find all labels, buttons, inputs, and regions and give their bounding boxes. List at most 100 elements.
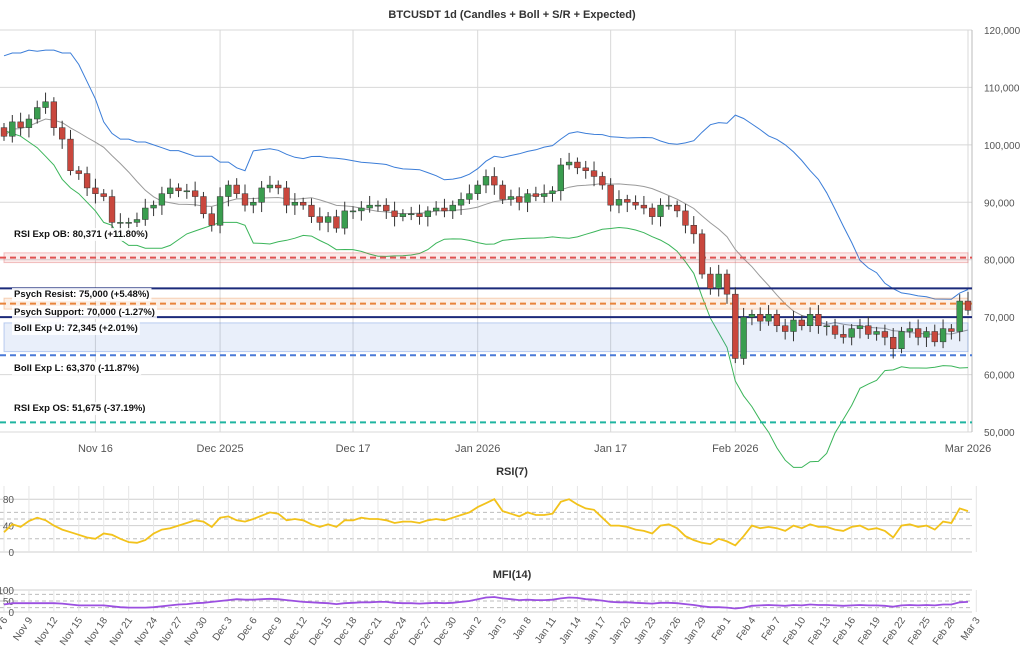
rsi-series-line: [3, 498, 969, 547]
candle-body: [391, 210, 398, 217]
candle-body: [399, 213, 407, 217]
candle-body: [117, 222, 124, 224]
main-chart-title: BTCUSDT 1d (Candles + Boll + S/R + Expec…: [388, 9, 636, 21]
date-tick-label: Dec 30: [432, 615, 459, 648]
candle-body: [158, 193, 166, 206]
candle-body: [175, 187, 182, 192]
candle-body: [815, 314, 822, 327]
date-tick-label: Dec 12: [282, 615, 309, 648]
candle-body: [457, 199, 465, 206]
date-tick-label: Nov 18: [83, 615, 110, 648]
candle-body: [748, 314, 756, 318]
level-label-bg: [12, 322, 140, 335]
candle-body: [757, 314, 764, 322]
date-tick-label: Jan 23: [632, 615, 658, 646]
candle-body: [690, 225, 697, 235]
candle-body: [873, 331, 880, 335]
date-tick-label: Dec 27: [407, 615, 434, 648]
level-label-bg: [12, 362, 142, 375]
candle-body: [790, 319, 797, 332]
candle-body: [374, 204, 382, 207]
x-tick-label: Jan 2026: [455, 443, 500, 455]
candle-body: [723, 273, 731, 295]
candle-body: [682, 210, 689, 226]
date-tick-label: Feb 4: [735, 615, 759, 643]
candle-body: [491, 176, 498, 186]
date-tick-label: Nov 30: [183, 615, 210, 648]
bollinger-upper-line: [3, 49, 969, 300]
x-tick-label: Dec 2025: [197, 443, 244, 455]
candle-body: [100, 193, 107, 197]
candle-body: [956, 300, 963, 332]
candle-body: [582, 167, 589, 171]
level-label-boll_l: Boll Exp L: 63,370 (-11.87%): [12, 362, 142, 375]
candle-body: [939, 328, 947, 343]
candle-body: [632, 202, 639, 206]
candle-body: [333, 216, 340, 229]
level-label-psych_resist: Psych Resist: 75,000 (+5.48%): [12, 288, 152, 301]
date-tick-label: Nov 12: [33, 615, 60, 648]
date-tick-label: Nov 9: [11, 615, 35, 643]
candle-body: [765, 314, 772, 322]
candle-body: [441, 207, 448, 212]
candle-body: [923, 331, 930, 338]
candle-body: [208, 213, 215, 226]
level-label-boll_u: Boll Exp U: 72,345 (+2.01%): [12, 322, 140, 335]
candle-body: [466, 193, 473, 200]
candle-body: [308, 204, 315, 217]
date-tick-label: Jan 29: [682, 615, 708, 646]
date-tick-label: Nov 27: [158, 615, 185, 648]
level-label-text: Boll Exp U: 72,345 (+2.01%): [14, 323, 138, 334]
level-label-bg: [12, 306, 157, 319]
date-tick-label: Nov 21: [108, 615, 135, 648]
candle-body: [225, 184, 232, 197]
candle-body: [34, 107, 41, 120]
candle-body: [865, 325, 872, 335]
candle-body: [565, 161, 573, 166]
x-tick-label: Mar 2026: [945, 443, 991, 455]
mfi-panel-title: MFI(14): [493, 569, 532, 581]
candle-body: [67, 138, 74, 171]
level-label-text: Psych Resist: 75,000 (+5.48%): [14, 289, 149, 300]
candle-body: [233, 184, 240, 194]
y-tick-label: 70,000: [984, 313, 1015, 324]
candle-body: [890, 336, 897, 349]
candle-body: [806, 314, 814, 327]
date-tick-label: Jan 5: [486, 615, 509, 642]
candle-body: [657, 204, 664, 217]
level-label-text: RSI Exp OB: 80,371 (+11.80%): [14, 229, 148, 240]
date-tick-label: Nov 24: [133, 615, 160, 648]
date-tick-label: Feb 16: [831, 615, 858, 647]
y-tick-label: 100,000: [984, 141, 1021, 152]
candle-body: [424, 210, 431, 217]
candle-body: [341, 210, 348, 229]
candle-body: [607, 184, 614, 206]
candle-body: [732, 293, 739, 359]
candle-body: [416, 213, 423, 217]
osc-y-tick-label: 0: [8, 608, 14, 619]
date-tick-label: Dec 9: [261, 615, 285, 643]
candle-body: [324, 216, 332, 223]
osc-y-tick-label: 100: [0, 586, 14, 597]
level-label-rsi_ob: RSI Exp OB: 80,371 (+11.80%): [12, 228, 150, 241]
candle-body: [624, 199, 631, 203]
candle-body: [898, 331, 905, 349]
level-label-psych_support: Psych Support: 70,000 (-1.27%): [12, 306, 157, 319]
candle-body: [948, 328, 955, 332]
candle-body: [673, 204, 681, 212]
candle-body: [707, 273, 714, 289]
y-tick-label: 80,000: [984, 256, 1015, 267]
level-band-boll_l: [3, 322, 969, 353]
candle-body: [83, 173, 91, 189]
candle-body: [574, 161, 581, 169]
candle-body: [599, 176, 606, 186]
candle-body: [316, 216, 323, 223]
candle-body: [881, 331, 889, 338]
candle-body: [557, 164, 564, 192]
date-tick-label: Jan 14: [558, 615, 584, 646]
candle-body: [516, 196, 523, 203]
date-tick-label: Feb 19: [856, 615, 883, 647]
y-tick-label: 90,000: [984, 198, 1015, 209]
